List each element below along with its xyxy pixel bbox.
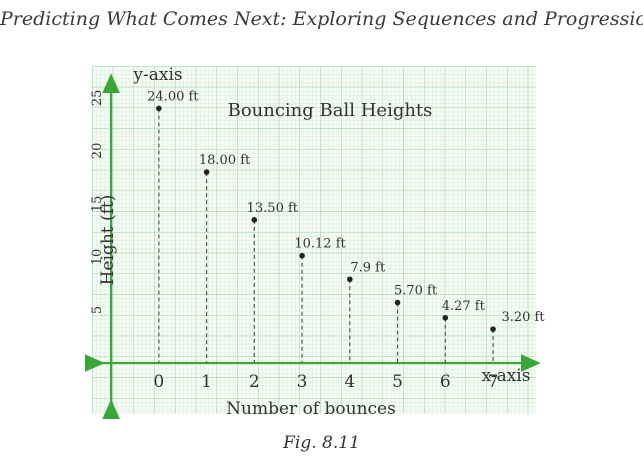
data-point: [490, 326, 496, 332]
chart-title: Bouncing Ball Heights: [228, 100, 433, 121]
x-tick-labels: 0 1 2 3 4 5 6 7: [153, 372, 498, 392]
x-tick-label: 4: [344, 372, 355, 392]
data-point: [394, 299, 401, 306]
y-axis-title: Height (ft): [98, 195, 118, 286]
point-label: 10.12 ft: [294, 237, 346, 252]
data-point: [203, 169, 210, 175]
x-tick-label: 3: [297, 372, 308, 392]
x-tick-label: 6: [440, 372, 451, 392]
y-tick-label: 15: [90, 196, 105, 213]
x-tick-label: 5: [392, 372, 403, 392]
x-axis-name: x-axis: [482, 366, 531, 386]
y-axis-name: y-axis: [132, 65, 182, 85]
x-tick-label: 0: [153, 372, 164, 392]
point-label: 5.70 ft: [394, 284, 438, 299]
y-tick-label: 20: [90, 143, 105, 160]
axes: [85, 73, 541, 419]
x-tick-label: 2: [249, 372, 260, 392]
point-labels: 24.00 ft 18.00 ft 13.50 ft 10.12 ft 7.9 ft 5.…: [147, 89, 545, 325]
x-axis-title: Number of bounces: [226, 399, 396, 419]
point-label: 24.00 ft: [147, 89, 199, 104]
point-label: 7.9 ft: [350, 260, 386, 275]
page-heading: Predicting What Comes Next: Exploring Se…: [0, 8, 643, 30]
y-tick-label: 25: [90, 90, 105, 107]
drop-lines: [158, 108, 494, 364]
data-point: [156, 105, 162, 112]
data-points: [156, 105, 496, 332]
data-point: [251, 217, 258, 223]
data-point: [299, 252, 305, 259]
point-label: 3.20 ft: [501, 310, 545, 325]
data-point: [347, 276, 353, 283]
y-tick-label: 10: [90, 249, 105, 266]
x-tick-label: 7: [488, 372, 499, 392]
y-tick-label: 5: [90, 306, 105, 314]
point-label: 4.27 ft: [442, 299, 486, 314]
point-label: 18.00 ft: [199, 153, 251, 168]
x-tick-label: 1: [201, 372, 212, 392]
data-point: [442, 314, 449, 321]
y-tick-labels: 5 10 15 20 25: [90, 90, 105, 315]
point-label: 13.50 ft: [247, 201, 299, 216]
figure-caption: Fig. 8.11: [283, 433, 360, 453]
